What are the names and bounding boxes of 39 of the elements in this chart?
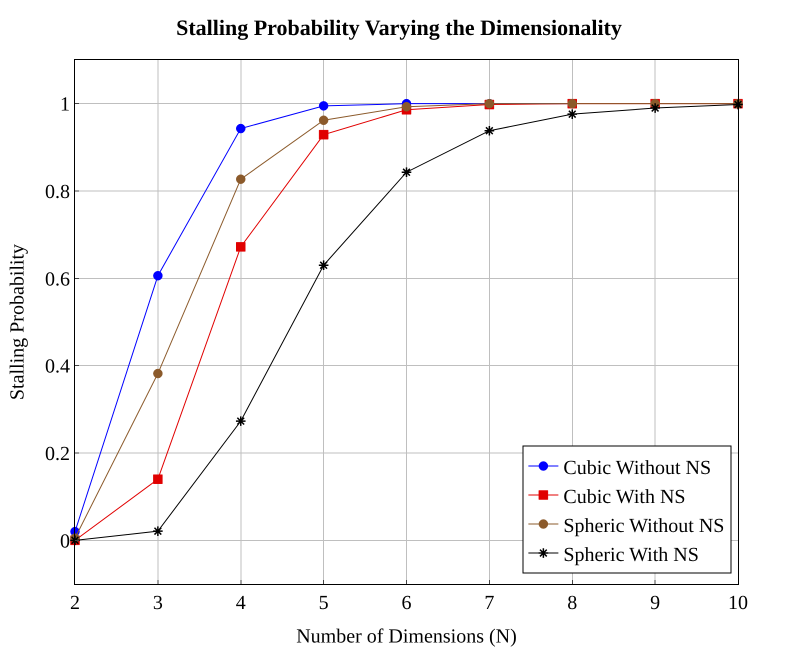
y-tick-label: 0.4 bbox=[45, 356, 70, 378]
point bbox=[650, 102, 661, 114]
point bbox=[566, 108, 578, 120]
x-tick-label: 5 bbox=[318, 592, 329, 614]
x-tick-label: 3 bbox=[152, 592, 163, 614]
legend-label: Spheric Without NS bbox=[563, 514, 724, 537]
point bbox=[235, 416, 246, 427]
point bbox=[236, 242, 246, 252]
x-tick-label: 4 bbox=[236, 592, 246, 614]
point bbox=[318, 260, 330, 271]
x-tick-label: 9 bbox=[650, 592, 660, 614]
point bbox=[318, 101, 328, 111]
point bbox=[152, 526, 164, 537]
chart-title: Stalling Probability Varying the Dimensionality bbox=[176, 15, 622, 40]
x-axis-title: Number of Dimensions (N) bbox=[296, 626, 517, 648]
point bbox=[153, 474, 163, 484]
point bbox=[236, 124, 246, 134]
y-tick-label: 0 bbox=[60, 530, 70, 552]
legend-label: Cubic Without NS bbox=[563, 456, 712, 479]
y-axis-title: Stalling Probability bbox=[6, 244, 28, 400]
x-tick-label: 8 bbox=[567, 592, 578, 614]
y-tick-label: 1 bbox=[60, 94, 70, 116]
y-tick-label: 0.6 bbox=[45, 268, 70, 290]
legend-label: Cubic With NS bbox=[563, 486, 686, 508]
point bbox=[318, 116, 328, 126]
point bbox=[153, 368, 163, 378]
point bbox=[402, 102, 412, 112]
point bbox=[318, 130, 328, 140]
x-tick-label: 7 bbox=[484, 592, 494, 614]
y-tick-label: 0.2 bbox=[45, 443, 70, 465]
point bbox=[153, 270, 163, 280]
point bbox=[484, 125, 495, 136]
x-tick-label: 2 bbox=[70, 592, 80, 614]
point bbox=[400, 166, 412, 178]
legend-label: Spheric With NS bbox=[563, 544, 699, 566]
x-tick-label: 6 bbox=[402, 592, 412, 614]
point bbox=[236, 174, 246, 184]
x-tick-label: 10 bbox=[728, 592, 748, 614]
y-tick-label: 0.8 bbox=[45, 181, 70, 203]
